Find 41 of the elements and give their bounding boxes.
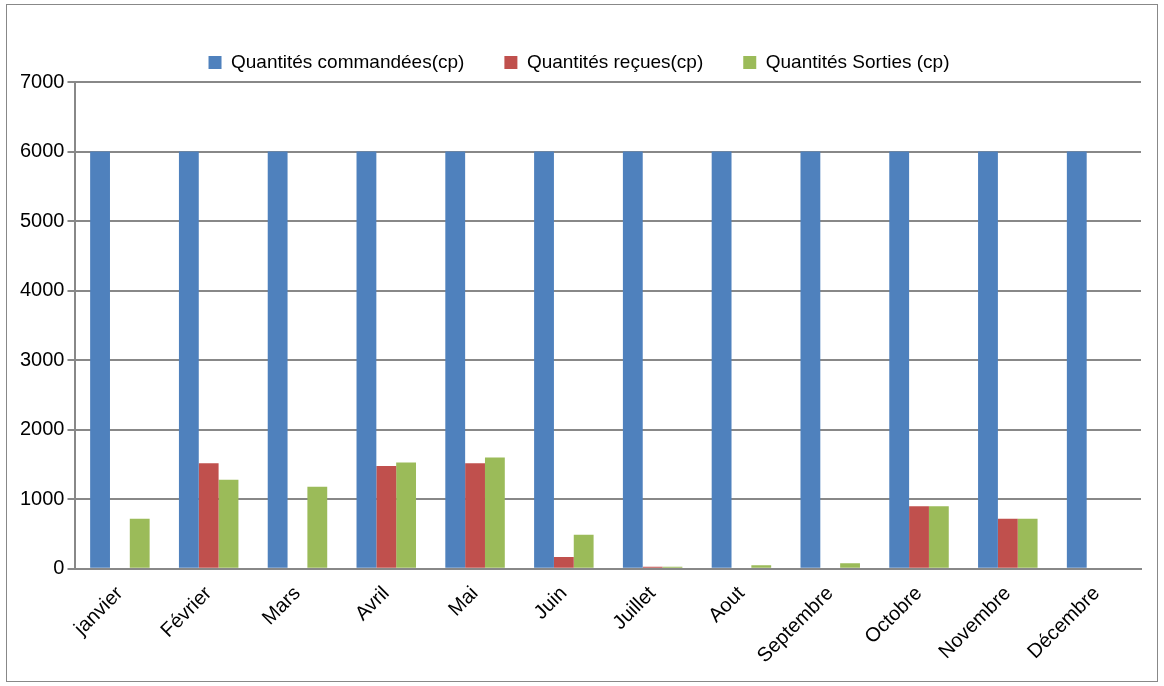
legend-label: Quantités Sorties (cp) bbox=[765, 50, 950, 72]
y-tick-label: 7000 bbox=[19, 69, 65, 92]
bar bbox=[90, 151, 110, 568]
y-tick-label: 6000 bbox=[19, 139, 65, 162]
bar bbox=[928, 506, 949, 568]
bar bbox=[553, 557, 574, 568]
bar bbox=[356, 151, 377, 568]
bar bbox=[997, 518, 1018, 568]
bar bbox=[978, 151, 998, 568]
bar bbox=[307, 486, 328, 568]
y-tick-label: 0 bbox=[53, 556, 65, 579]
bar bbox=[622, 151, 643, 568]
x-tick-label: Juin bbox=[529, 581, 571, 624]
y-tick-label: 2000 bbox=[19, 417, 65, 440]
bar bbox=[484, 457, 505, 568]
x-tick-label: Mai bbox=[443, 581, 482, 620]
bar bbox=[1066, 151, 1087, 568]
bar bbox=[1017, 518, 1038, 568]
legend-label: Quantités reçues(cp) bbox=[526, 50, 704, 72]
bar bbox=[800, 151, 821, 568]
y-tick-label: 1000 bbox=[19, 486, 65, 509]
legend-label: Quantités commandées(cp) bbox=[231, 50, 465, 72]
y-tick-label: 4000 bbox=[19, 278, 65, 301]
bar bbox=[840, 563, 860, 568]
bar bbox=[396, 462, 417, 568]
bar bbox=[889, 151, 910, 568]
bar bbox=[267, 151, 288, 568]
bar bbox=[129, 518, 150, 568]
bar bbox=[218, 479, 239, 568]
bar bbox=[711, 151, 732, 568]
y-tick-label: 5000 bbox=[19, 208, 65, 231]
y-tick-label: 3000 bbox=[19, 347, 65, 370]
bar bbox=[573, 534, 594, 568]
bar bbox=[445, 151, 466, 568]
bar bbox=[909, 506, 929, 568]
bar bbox=[198, 463, 219, 568]
bar bbox=[178, 151, 199, 568]
bar bbox=[376, 465, 397, 568]
bar bbox=[534, 151, 554, 568]
bar bbox=[465, 463, 485, 568]
bar bbox=[751, 565, 772, 568]
